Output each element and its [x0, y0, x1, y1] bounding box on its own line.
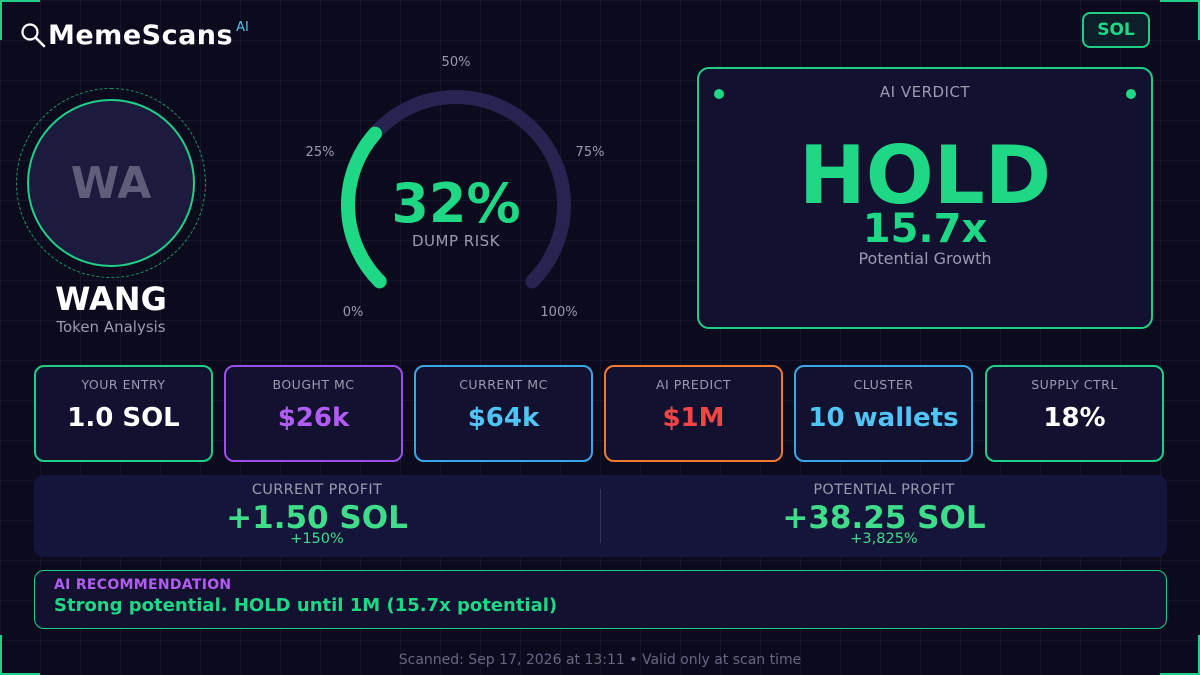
- token-subtitle: Token Analysis: [56, 318, 166, 336]
- stat-value: 10 wallets: [808, 403, 959, 433]
- stat-label: BOUGHT MC: [272, 377, 355, 392]
- stat-value: $1M: [662, 403, 725, 433]
- stat-label: CLUSTER: [853, 377, 914, 392]
- gauge-tick-25: 25%: [306, 145, 335, 160]
- stat-label: CURRENT MC: [459, 377, 548, 392]
- magnifier-icon: [21, 23, 46, 48]
- corner-bracket-top-left: [0, 0, 40, 40]
- dump-risk-gauge: 0% 25% 50% 75% 100%: [306, 55, 605, 320]
- potential-profit-value: +38.25 SOL: [782, 500, 986, 536]
- avatar-ring: [16, 88, 206, 278]
- stat-card-your-entry: YOUR ENTRY 1.0 SOL: [34, 365, 213, 462]
- stat-label: AI PREDICT: [655, 377, 731, 392]
- current-profit: CURRENT PROFIT +1.50 SOL +150%: [34, 475, 600, 557]
- verdict-multiplier: 15.7x: [862, 206, 988, 252]
- brand-logo: MemeScans AI: [20, 18, 249, 54]
- verdict-title: AI VERDICT: [879, 83, 971, 101]
- scan-timestamp-footer: Scanned: Sep 17, 2026 at 13:11 • Valid o…: [398, 652, 802, 668]
- stat-card-cluster: CLUSTER 10 wallets: [794, 365, 973, 462]
- stat-label: SUPPLY CTRL: [1031, 377, 1118, 392]
- chain-selector-button[interactable]: SOL: [1082, 12, 1150, 48]
- potential-profit: POTENTIAL PROFIT +38.25 SOL +3,825%: [601, 475, 1167, 557]
- brand-name: MemeScans: [48, 20, 234, 51]
- gauge-tick-100: 100%: [540, 305, 577, 320]
- recommendation-text: Strong potential. HOLD until 1M (15.7x p…: [54, 595, 558, 616]
- corner-bracket-bottom-left: [0, 635, 40, 675]
- status-dot-right: [1126, 89, 1136, 99]
- verdict-word: HOLD: [798, 129, 1052, 222]
- current-profit-value: +1.50 SOL: [226, 500, 408, 536]
- potential-profit-label: POTENTIAL PROFIT: [813, 482, 955, 498]
- token-name: WANG: [55, 280, 167, 318]
- stat-card-current-mc: CURRENT MC $64k: [414, 365, 593, 462]
- stat-value: 18%: [1043, 403, 1106, 433]
- status-dot-left: [714, 89, 724, 99]
- current-profit-label: CURRENT PROFIT: [251, 482, 383, 498]
- stat-label: YOUR ENTRY: [81, 377, 166, 392]
- gauge-tick-50: 50%: [442, 55, 471, 70]
- gauge-tick-0: 0%: [343, 305, 364, 320]
- verdict-subtitle: Potential Growth: [858, 249, 992, 268]
- stat-card-ai-predict: AI PREDICT $1M: [604, 365, 783, 462]
- gauge-tick-75: 75%: [576, 145, 605, 160]
- ai-recommendation-panel: AI RECOMMENDATION Strong potential. HOLD…: [34, 570, 1167, 629]
- ai-verdict-panel: AI VERDICT HOLD 15.7x Potential Growth: [697, 67, 1153, 329]
- corner-bracket-top-right: [1160, 0, 1200, 40]
- dump-risk-label: DUMP RISK: [412, 232, 500, 250]
- stat-value: 1.0 SOL: [67, 403, 180, 433]
- stat-value: $64k: [467, 403, 540, 433]
- potential-profit-percent: +3,825%: [850, 531, 918, 547]
- recommendation-title: AI RECOMMENDATION: [54, 577, 232, 593]
- token-avatar: WA: [27, 99, 195, 267]
- profit-panel: CURRENT PROFIT +1.50 SOL +150% POTENTIAL…: [34, 475, 1167, 557]
- current-profit-percent: +150%: [290, 531, 344, 547]
- gauge-fill: [341, 126, 387, 289]
- profit-divider: [600, 489, 601, 543]
- dump-risk-value: 32%: [391, 172, 521, 235]
- stat-card-supply-ctrl: SUPPLY CTRL 18%: [985, 365, 1164, 462]
- corner-bracket-bottom-right: [1160, 635, 1200, 675]
- brand-ai-badge: AI: [236, 20, 249, 35]
- stat-value: $26k: [277, 403, 350, 433]
- stat-card-bought-mc: BOUGHT MC $26k: [224, 365, 403, 462]
